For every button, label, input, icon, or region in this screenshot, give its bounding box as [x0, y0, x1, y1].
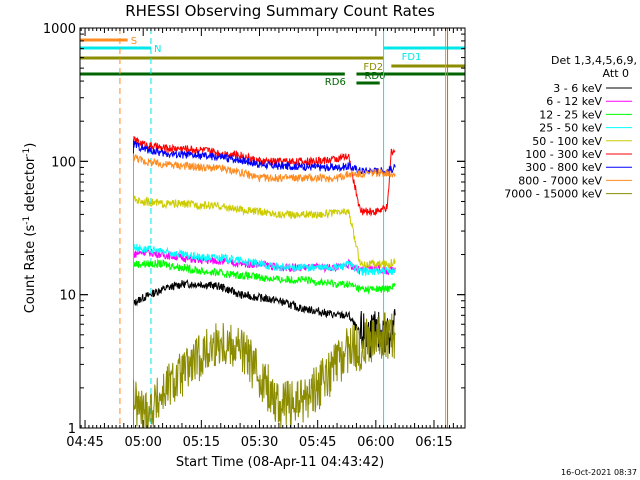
legend-label-25-50-kev: 25 - 50 keV	[539, 122, 602, 135]
x-tick-label-06-00: 06:00	[357, 435, 394, 450]
legend-label-7000-15000-kev: 7000 - 15000 keV	[504, 188, 602, 201]
y-tick-label-1: 1	[68, 422, 76, 437]
instrument-flag-bars: S N FD1 FD2 RD6 RD0	[80, 36, 465, 88]
legend-title-attenuator: Att 0	[603, 67, 629, 80]
timestamp: 16-Oct-2021 08:37	[561, 468, 637, 477]
y-axis-ticks: 1 10 100 1000	[43, 22, 465, 437]
chart-title: RHESSI Observing Summary Count Rates	[125, 2, 435, 20]
flag-label-rd0: RD0	[364, 71, 385, 82]
x-tick-label-05-30: 05:30	[241, 435, 278, 450]
y-tick-label-100: 100	[51, 155, 76, 170]
x-tick-label-06-15: 06:15	[415, 435, 452, 450]
legend-label-100-300-kev: 100 - 300 keV	[525, 148, 602, 161]
flag-label-fd1: FD1	[402, 52, 422, 63]
flag-label-n: N	[154, 44, 161, 55]
series-lines	[133, 135, 396, 429]
y-tick-label-1000: 1000	[43, 22, 76, 37]
x-tick-label-05-15: 05:15	[183, 435, 220, 450]
series-line-7000-15000-kev	[133, 312, 396, 429]
x-tick-label-05-45: 05:45	[299, 435, 336, 450]
legend-label-12-25-kev: 12 - 25 keV	[539, 108, 602, 121]
flag-label-fd2: FD2	[363, 62, 383, 73]
legend-label-300-800-kev: 300 - 800 keV	[525, 161, 602, 174]
y-tick-label-10: 10	[59, 289, 76, 304]
y-axis-label: Count Rate (s-1 detector-1)	[22, 143, 38, 314]
legend-label-800-7000-kev: 800 - 7000 keV	[518, 174, 602, 187]
legend-label-6-12-kev: 6 - 12 keV	[546, 95, 602, 108]
legend-label-50-100-kev: 50 - 100 keV	[532, 135, 602, 148]
flag-label-rd6: RD6	[325, 77, 346, 88]
legend-label-3-6-kev: 3 - 6 keV	[553, 82, 602, 95]
legend-title-detectors: Det 1,3,4,5,6,9,	[551, 54, 637, 67]
x-tick-label-05-00: 05:00	[124, 435, 161, 450]
flag-label-s: S	[131, 36, 137, 47]
x-axis-ticks: 04:45 05:00 05:15 05:30 05:45 06:00 06:15	[66, 28, 466, 450]
x-tick-label-04-45: 04:45	[66, 435, 103, 450]
plot-frame	[79, 27, 466, 429]
time-marker-lines	[119, 28, 449, 428]
x-axis-label: Start Time (08-Apr-11 04:43:42)	[176, 455, 384, 470]
